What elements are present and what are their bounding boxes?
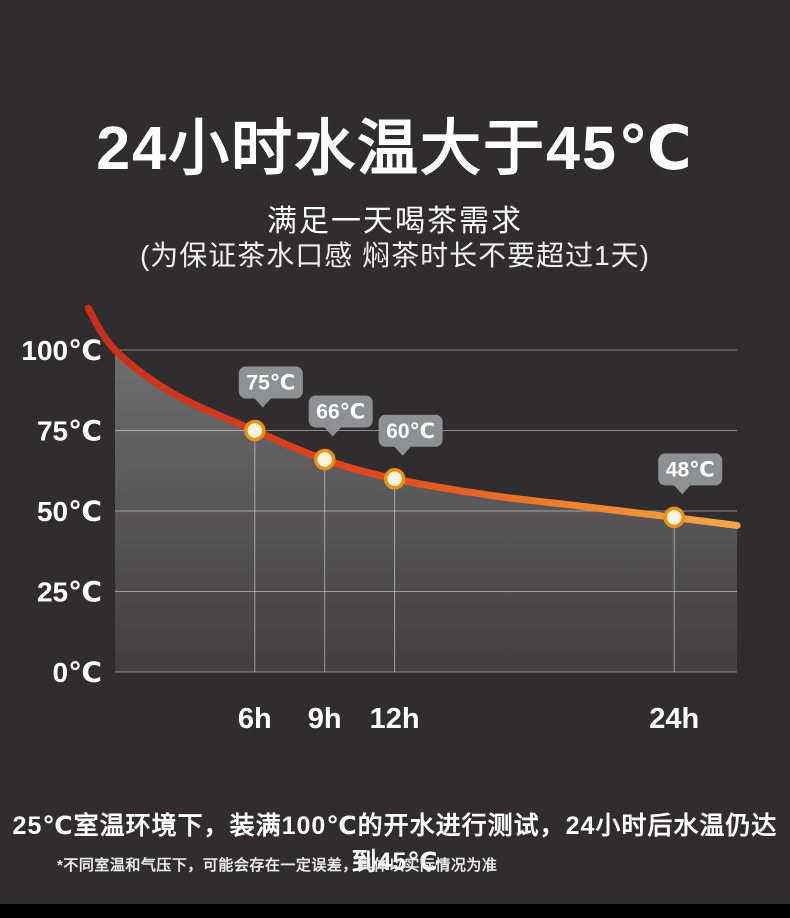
data-point-24h [663, 506, 685, 529]
x-tick-label-12h: 12h [370, 703, 420, 735]
x-tick-label-9h: 9h [308, 703, 342, 735]
y-tick-label-0: 0℃ [53, 657, 102, 688]
subtitle: 满足一天喝茶需求 [267, 205, 523, 238]
tooltip-label: 66℃ [316, 401, 365, 424]
tooltip-24h: 48℃ [658, 453, 723, 495]
tooltip-pointer [323, 426, 342, 437]
y-tick-label-25: 25℃ [37, 577, 102, 608]
tooltip-pointer [393, 445, 412, 456]
x-tick-label-24h: 24h [649, 703, 699, 735]
subtitle-note: (为保证茶水口感 焖茶时长不要超过1天) [139, 240, 650, 271]
y-tick-label-75: 75℃ [37, 416, 102, 447]
tooltip-9h: 66℃ [308, 395, 373, 437]
tooltip-pointer [253, 397, 272, 408]
disclaimer-footnote: *不同室温和气压下，可能会存在一定误差，具体以实际情况为准 [57, 857, 498, 874]
bottom-bar [0, 904, 790, 918]
x-tick-label-6h: 6h [238, 703, 272, 735]
data-point-12h [383, 468, 406, 490]
y-tick-label-100: 100℃ [21, 335, 102, 366]
test-condition-note: 25℃室温环境下，装满100℃的开水进行测试，24小时后水温仍达到45℃ [12, 812, 778, 876]
tooltip-12h: 60℃ [378, 414, 443, 456]
tooltip-label: 48℃ [666, 458, 715, 481]
tooltip-label: 75℃ [246, 372, 295, 395]
page-title: 24小时水温大于45℃ [96, 114, 694, 182]
chart-area-fill [115, 350, 738, 672]
data-point-6h [244, 419, 266, 442]
tooltip-pointer [673, 484, 692, 495]
data-point-9h [313, 448, 336, 471]
temperature-curve [84, 304, 741, 529]
y-tick-label-50: 50℃ [37, 496, 102, 527]
tooltip-6h: 75℃ [238, 366, 303, 408]
tooltip-label: 60℃ [386, 420, 435, 443]
